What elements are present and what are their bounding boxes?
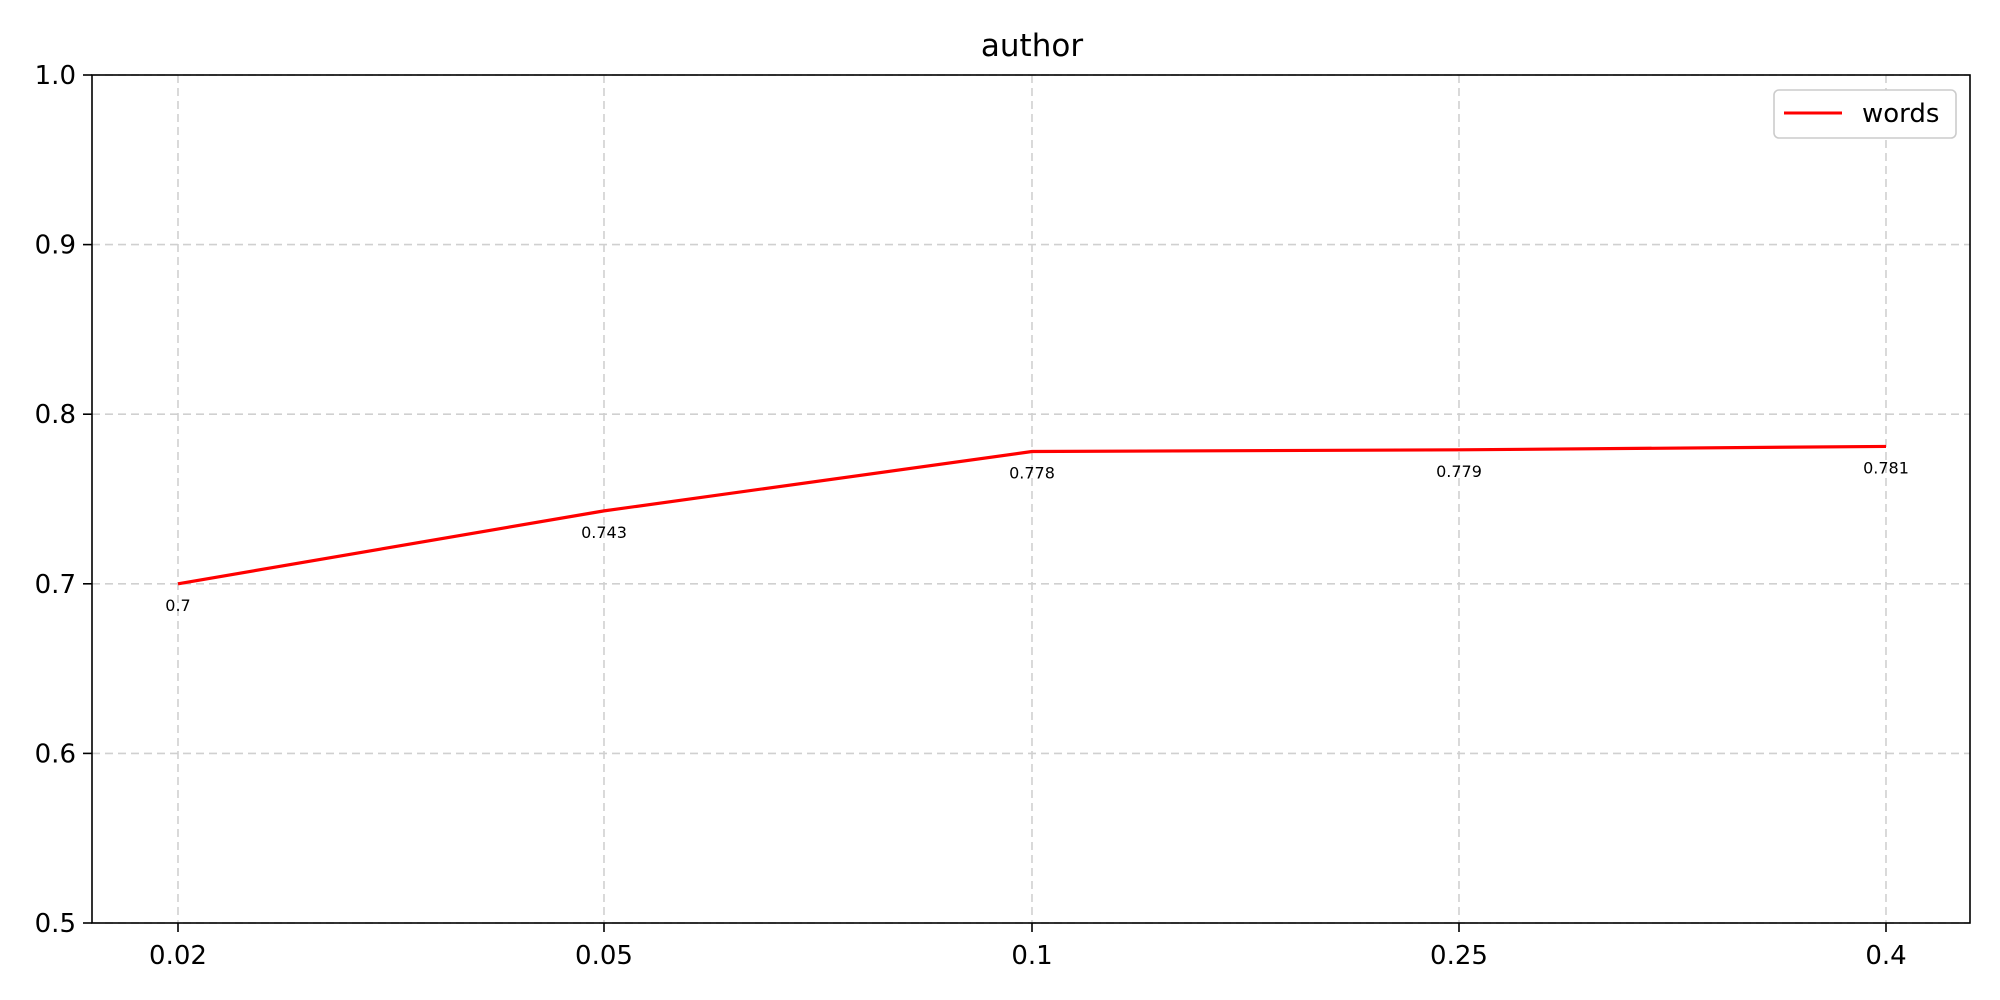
y-tick-label: 0.6: [35, 739, 76, 769]
y-tick-label: 1.0: [35, 61, 76, 91]
plot-area-frame: [91, 74, 1971, 924]
x-tick-label: 0.25: [1430, 941, 1488, 971]
data-label: 0.781: [1863, 458, 1909, 477]
data-label: 0.7: [165, 596, 190, 615]
data-label: 0.778: [1009, 464, 1055, 483]
legend-box: [1773, 89, 1957, 139]
y-tick-label: 0.7: [35, 570, 76, 600]
x-tick-label: 0.02: [149, 941, 207, 971]
grid-lines: [92, 74, 1970, 924]
y-tick-label: 0.9: [35, 231, 76, 261]
x-tick-label: 0.4: [1865, 941, 1906, 971]
chart-title: author: [981, 28, 1083, 64]
axis-ticks: 0.5 0.6 0.7 0.8 0.9 1.0 0.02 0.05 0.1 0.25 0.4: [35, 61, 1907, 971]
y-tick-label: 0.8: [35, 400, 76, 430]
legend: words: [1773, 89, 1957, 139]
series-layer: 0.7 0.743 0.778 0.779 0.781: [165, 444, 1909, 615]
x-tick-label: 0.05: [575, 941, 633, 971]
legend-label-words: words: [1862, 99, 1939, 129]
y-tick-label: 0.5: [35, 909, 76, 939]
data-label: 0.779: [1436, 462, 1482, 481]
data-label: 0.743: [581, 523, 627, 542]
x-tick-label: 0.1: [1011, 941, 1052, 971]
